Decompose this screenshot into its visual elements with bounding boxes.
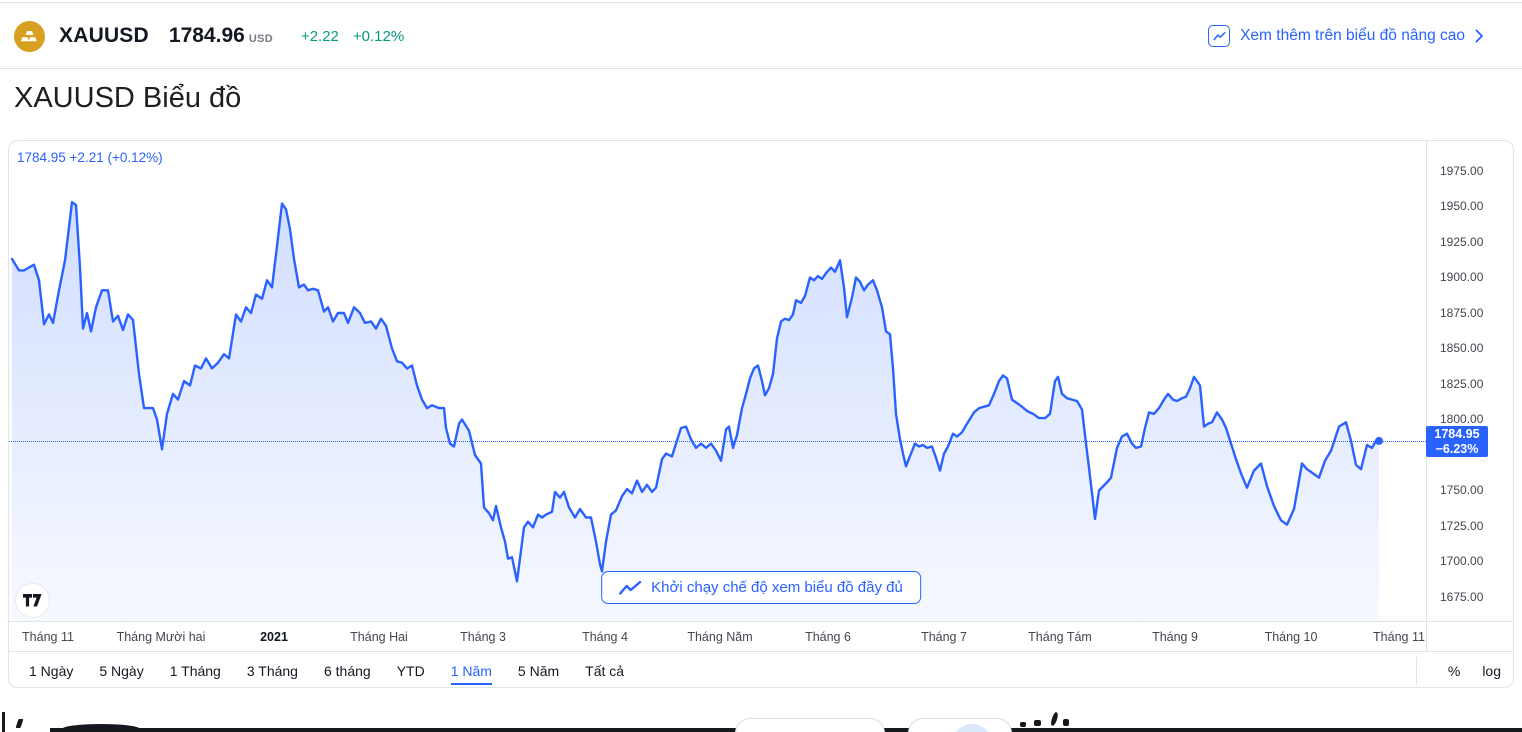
badge-price: 1784.95 [1434,426,1480,441]
symbol-summary: XAUUSD 1784.96 USD +2.22 +0.12% [14,3,404,69]
log-scale-button[interactable]: log [1482,662,1501,679]
time-tick-label: Tháng 3 [460,629,506,644]
range-tab-6-tháng[interactable]: 6 tháng [323,662,371,679]
cutoff-text-fragment [1020,722,1026,727]
cutoff-pill-button[interactable] [735,718,885,732]
price-tick-label: 1875.00 [1440,305,1484,320]
cutoff-avatar-circle [951,724,993,732]
time-tick-label: Tháng Hai [350,629,408,644]
time-tick-label: Tháng Tám [1028,629,1092,644]
price-tick-label: 1725.00 [1440,518,1484,533]
time-tick-label: Tháng 7 [921,629,967,644]
page-title: XAUUSD Biểu đồ [14,82,242,114]
badge-change-percent: −6.23% [1435,441,1479,456]
range-tab-tất-cả[interactable]: Tất cả [585,662,625,679]
price-tick-label: 1825.00 [1440,376,1484,391]
price-tick-label: 1800.00 [1440,412,1484,427]
range-tab-3-tháng[interactable]: 3 Tháng [246,662,298,679]
range-tab-1-năm[interactable]: 1 Năm [450,659,493,685]
launch-full-chart-button[interactable]: Khởi chạy chế độ xem biểu đồ đầy đủ [601,571,921,604]
price-tick-label: 1950.00 [1440,199,1484,214]
top-divider [0,2,1522,3]
cutoff-text-fragment [15,719,24,728]
chart-toolbar: 1 Ngày 5 Ngày 1 Tháng 3 Tháng 6 tháng YTD 1 Nă… [9,651,1513,688]
price-tick-label: 1700.00 [1440,554,1484,569]
price-tick-label: 1750.00 [1440,483,1484,498]
cutoff-text-fragment [1063,719,1069,726]
range-tab-5-năm[interactable]: 5 Năm [517,662,560,679]
price-tick-label: 1675.00 [1440,590,1484,604]
time-tick-label: Tháng 6 [805,629,851,644]
axis-corner-divider [1426,622,1427,652]
price-chart-plot[interactable] [9,141,1426,621]
cutoff-text-fragment [1049,711,1060,727]
cutoff-text-fragment [2,712,5,732]
chart-card: 1784.95 +2.21 (+0.12%) 1975.00 1950.00 192… [8,140,1514,688]
currency-label: USD [248,33,273,45]
symbol-name: XAUUSD [59,24,149,47]
time-tick-label: Tháng 9 [1152,629,1198,644]
current-price: 1784.96 [168,24,245,47]
price-tick-label: 1900.00 [1440,270,1484,285]
time-tick-label: Tháng 11 [22,629,74,644]
scale-buttons: % log [1448,652,1501,689]
chart-area-fill [12,202,1379,621]
price-change-percent: +0.12% [352,27,405,45]
price-tick-label: 1975.00 [1440,163,1484,178]
time-tick-label: Tháng Năm [687,629,753,644]
date-range-tabs: 1 Ngày 5 Ngày 1 Tháng 3 Tháng 6 tháng YTD 1 Nă… [29,652,624,689]
time-tick-label: Tháng 4 [582,629,628,644]
range-tab-ytd[interactable]: YTD [396,662,425,679]
price-area-chart [10,201,1383,621]
cutoff-letter-top [62,724,140,732]
advanced-chart-link[interactable]: Xem thêm trên biểu đồ nâng cao [1208,3,1484,69]
cutoff-pill-button[interactable] [908,718,1012,732]
time-tick-label: Tháng 10 [1264,629,1318,644]
chart-price-line [10,201,1381,583]
range-tab-5-ngày[interactable]: 5 Ngày [99,662,144,679]
cutoff-text-fragment [1034,720,1041,726]
line-chart-icon [619,580,642,595]
range-tab-1-tháng[interactable]: 1 Tháng [169,662,221,679]
price-change: +2.22 [300,27,339,45]
line-chart-icon [1208,25,1231,47]
percent-scale-button[interactable]: % [1447,662,1461,679]
gold-ingots-icon [14,20,45,52]
price-tick-label: 1850.00 [1440,341,1484,356]
price-group: 1784.96 USD [169,24,273,48]
price-axis[interactable]: 1975.00 1950.00 1925.00 1900.00 1875.00 1850.… [1426,141,1514,621]
current-price-dotted-line [9,440,1426,442]
price-tick-label: 1925.00 [1440,234,1484,249]
current-price-badge: 1784.95 −6.23% [1426,425,1488,457]
advanced-chart-link-label: Xem thêm trên biểu đồ nâng cao [1240,27,1465,44]
chevron-right-icon [1475,29,1483,43]
time-tick-label: Tháng 11 [1373,629,1425,644]
change-group: +2.22 +0.12% [301,28,404,45]
tradingview-logo[interactable] [15,583,50,618]
launch-full-chart-label: Khởi chạy chế độ xem biểu đồ đầy đủ [651,579,903,596]
range-tab-1-ngày[interactable]: 1 Ngày [29,662,74,679]
time-tick-label: 2021 [260,629,288,644]
below-fold-strip [0,688,1522,732]
toolbar-divider [1416,657,1417,684]
header: XAUUSD 1784.96 USD +2.22 +0.12% Xem thêm… [0,3,1522,69]
time-tick-label: Tháng Mười hai [116,629,206,644]
chart-legend: 1784.95 +2.21 (+0.12%) [17,150,163,165]
time-axis[interactable]: Tháng 11 Tháng Mười hai 2021 Tháng Hai Tháng… [9,621,1513,652]
